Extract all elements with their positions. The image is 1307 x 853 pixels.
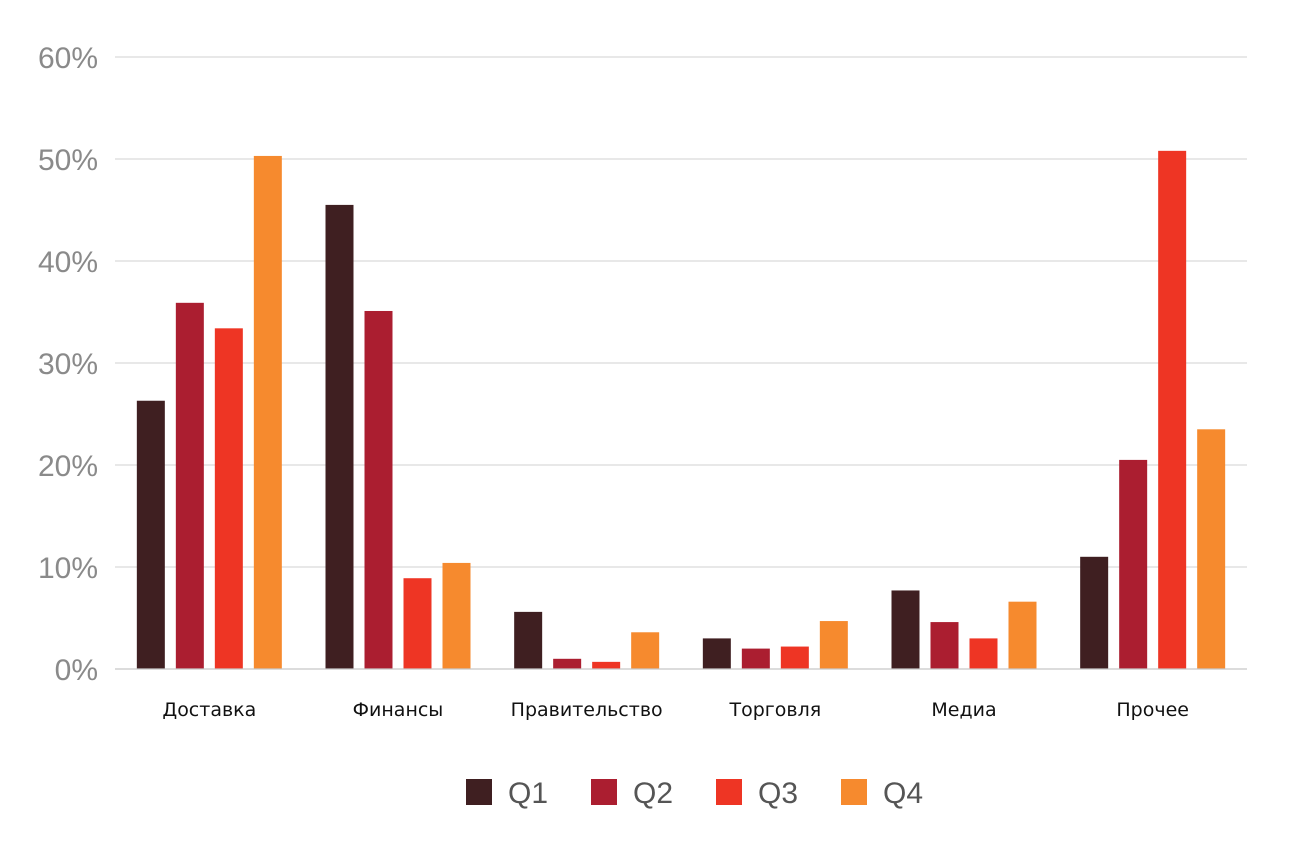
- bar-q2-5: [1119, 459, 1148, 669]
- legend-label: Q1: [508, 777, 548, 810]
- x-tick-label: Прочее: [1116, 699, 1189, 721]
- y-tick-label: 20%: [38, 450, 98, 483]
- bar-q2-3: [741, 648, 770, 669]
- x-tick-label: Медиа: [931, 699, 996, 721]
- y-tick-label: 50%: [38, 144, 98, 177]
- bar-q3-2: [592, 661, 621, 669]
- bar-q2-2: [553, 658, 582, 669]
- bar-q1-1: [325, 204, 354, 669]
- bar-q1-0: [136, 400, 165, 669]
- bar-q4-0: [253, 155, 282, 669]
- gridlines: [115, 56, 1247, 568]
- bar-q3-4: [969, 638, 998, 669]
- x-axis-tick-labels: Доставка Финансы Правительство Торговля Меди…: [162, 699, 1189, 721]
- x-tick-label: Правительство: [511, 699, 663, 721]
- legend-item-q1: Q1: [466, 777, 548, 810]
- legend-item-q4: Q4: [841, 777, 923, 810]
- y-tick-label: 30%: [38, 348, 98, 381]
- y-tick-label: 40%: [38, 246, 98, 279]
- bar-q1-4: [891, 590, 920, 669]
- y-tick-label: 10%: [38, 552, 98, 585]
- bar-q3-5: [1158, 150, 1187, 670]
- legend-label: Q3: [758, 777, 798, 810]
- y-tick-label: 60%: [38, 42, 98, 75]
- y-axis-tick-labels: 0% 10% 20% 30% 40% 50% 60%: [38, 42, 98, 687]
- bar-q2-0: [175, 302, 204, 669]
- bar-q4-4: [1008, 601, 1037, 669]
- legend-swatch: [591, 779, 617, 805]
- bar-q4-1: [442, 562, 471, 669]
- bar-q1-5: [1080, 556, 1109, 669]
- legend-item-q3: Q3: [716, 777, 798, 810]
- bar-q4-2: [631, 632, 660, 669]
- x-tick-label: Финансы: [353, 699, 444, 721]
- y-tick-label: 0%: [55, 654, 98, 687]
- legend-label: Q2: [633, 777, 673, 810]
- legend-swatch: [841, 779, 867, 805]
- bars: [136, 150, 1226, 670]
- legend-swatch: [716, 779, 742, 805]
- bar-q4-3: [819, 621, 848, 669]
- x-tick-label: Торговля: [728, 699, 821, 721]
- bar-q3-1: [403, 578, 432, 669]
- x-tick-label: Доставка: [162, 699, 256, 721]
- bar-q2-4: [930, 622, 959, 669]
- bar-q1-3: [702, 638, 731, 669]
- legend-item-q2: Q2: [591, 777, 673, 810]
- bar-q1-2: [514, 611, 543, 669]
- legend-swatch: [466, 779, 492, 805]
- bar-q4-5: [1197, 429, 1226, 669]
- bar-q3-0: [214, 328, 243, 669]
- legend: Q1 Q2 Q3 Q4: [466, 777, 923, 810]
- bar-q3-3: [780, 646, 809, 669]
- bar-q2-1: [364, 310, 393, 669]
- legend-label: Q4: [883, 777, 923, 810]
